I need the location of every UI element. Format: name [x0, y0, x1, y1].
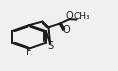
Text: O: O [62, 25, 70, 35]
Text: F: F [26, 47, 32, 57]
Text: S: S [48, 41, 54, 51]
Text: CH₃: CH₃ [74, 12, 90, 21]
Text: O: O [65, 11, 73, 21]
